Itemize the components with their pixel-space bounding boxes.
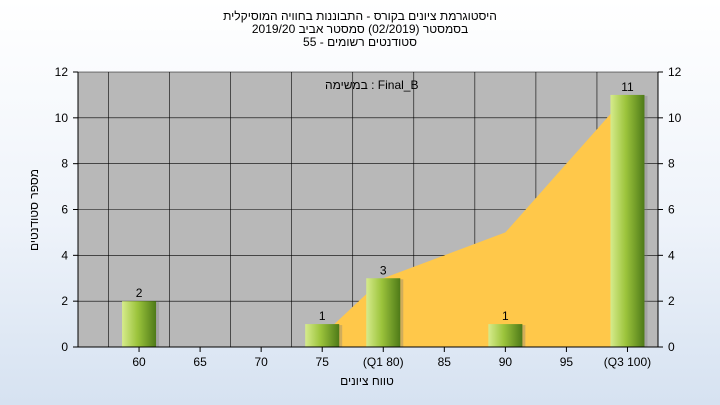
data-label: 1: [502, 309, 509, 323]
title-line-3: סטודנטים רשומים - 55: [303, 35, 417, 49]
y-tick-label-left: 8: [61, 157, 68, 171]
y-tick-label-right: 10: [668, 111, 682, 125]
x-tick-label: 95: [560, 355, 574, 369]
x-tick-label: 65: [193, 355, 207, 369]
bar-(Q1 80): [366, 278, 401, 347]
data-label: 3: [380, 263, 387, 277]
x-tick-label: 60: [132, 355, 146, 369]
task-legend: במשימה : Final_B: [325, 78, 419, 92]
y-tick-label-left: 2: [61, 294, 68, 308]
y-tick-label-right: 6: [668, 203, 675, 217]
y-tick-label-left: 6: [61, 203, 68, 217]
title-line-1: היסטוגרמת ציונים בקורס - התבוננות בחוויה…: [223, 9, 497, 23]
chart-title: היסטוגרמת ציונים בקורס - התבוננות בחוויה…: [0, 10, 720, 49]
bar-90: [488, 324, 523, 347]
bar-60: [122, 301, 157, 347]
x-tick-label: 85: [438, 355, 452, 369]
y-tick-label-left: 4: [61, 248, 68, 262]
x-tick-label: (Q3 100): [604, 355, 651, 369]
y-tick-label-left: 0: [61, 340, 68, 354]
data-label: 11: [621, 80, 634, 94]
axes: [73, 71, 663, 352]
y-tick-label-right: 8: [668, 157, 675, 171]
y-tick-label-right: 4: [668, 248, 675, 262]
y-tick-label-left: 10: [55, 111, 69, 125]
data-label: 2: [136, 286, 143, 300]
title-line-2: בסמסטר (02/2019) סמסטר אביב 2019/20: [251, 22, 469, 36]
y-tick-label-right: 2: [668, 294, 675, 308]
x-tick-label: 75: [316, 355, 330, 369]
data-label: 1: [319, 309, 326, 323]
y-tick-label-left: 12: [55, 65, 69, 79]
y-axis-title: מספר סטודנטים: [27, 168, 41, 252]
bar-(Q3 100): [610, 94, 645, 348]
y-tick-label-right: 0: [668, 340, 675, 354]
x-tick-label: 70: [254, 355, 268, 369]
x-tick-label: 90: [499, 355, 513, 369]
x-axis-title: טווח ציונים: [340, 374, 394, 388]
x-tick-label: (Q1 80): [363, 355, 404, 369]
bar-75: [305, 324, 340, 347]
y-tick-label-right: 12: [668, 65, 682, 79]
